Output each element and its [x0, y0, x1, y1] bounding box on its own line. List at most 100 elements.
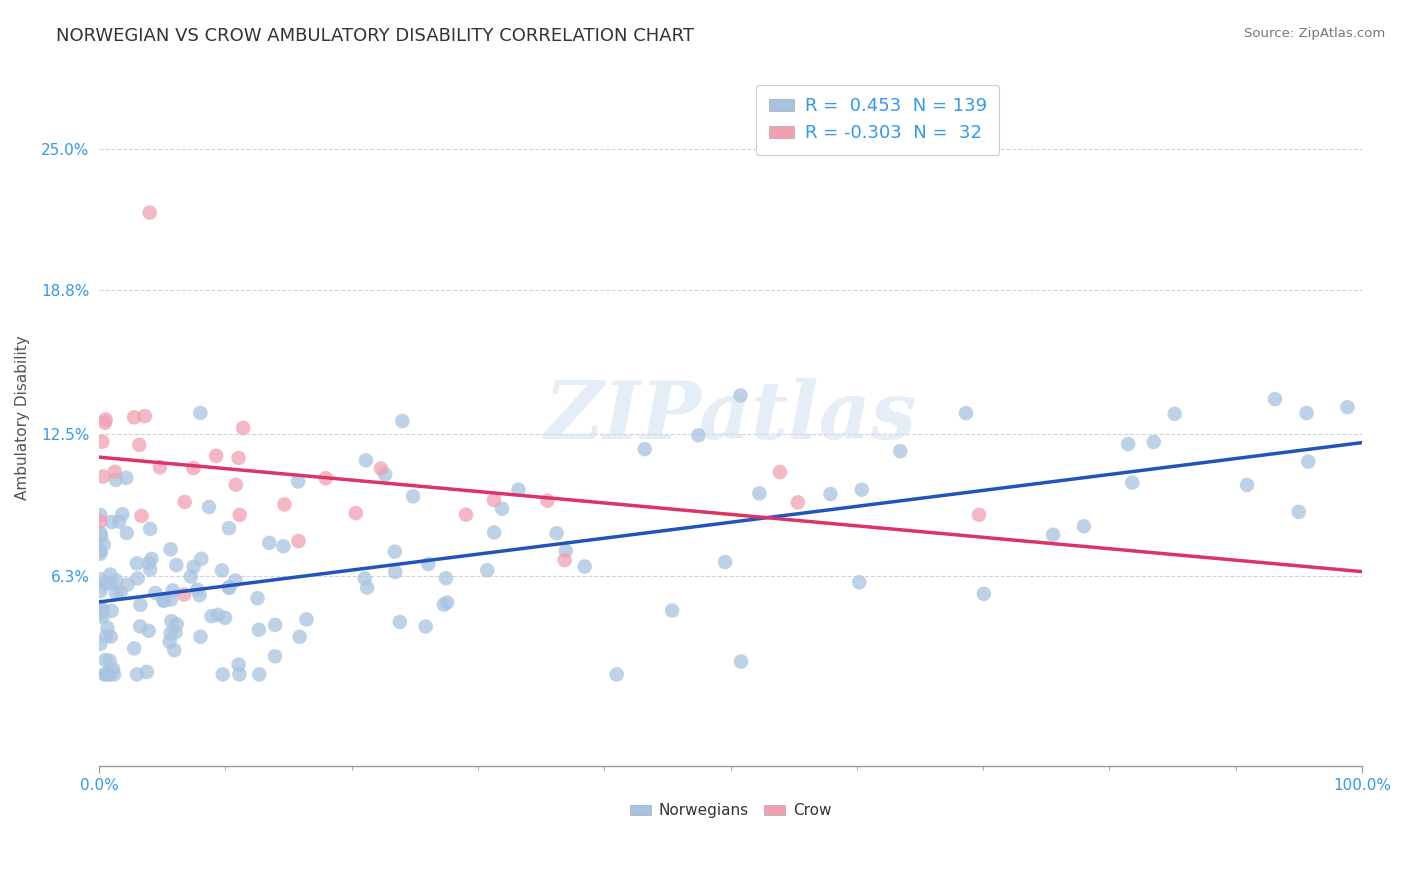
Point — [160, 614, 183, 628]
Point — [125, 556, 148, 570]
Point — [1042, 528, 1064, 542]
Point — [354, 453, 377, 467]
Point — [188, 406, 211, 420]
Point — [90, 544, 112, 558]
Point — [135, 665, 157, 679]
Point — [89, 526, 111, 541]
Point — [91, 603, 114, 617]
Point — [105, 574, 128, 588]
Point — [96, 629, 118, 643]
Point — [224, 574, 246, 588]
Point — [218, 521, 240, 535]
Point — [110, 585, 132, 599]
Y-axis label: Ambulatory Disability: Ambulatory Disability — [15, 334, 30, 500]
Point — [100, 630, 122, 644]
Point — [183, 461, 205, 475]
Point — [134, 409, 156, 423]
Legend: Norwegians, Crow: Norwegians, Crow — [623, 797, 838, 824]
Point — [139, 563, 162, 577]
Point — [388, 615, 411, 629]
Point — [688, 428, 710, 442]
Point — [127, 571, 149, 585]
Point — [117, 577, 139, 591]
Point — [160, 592, 183, 607]
Point — [129, 619, 152, 633]
Text: Source: ZipAtlas.com: Source: ZipAtlas.com — [1244, 27, 1385, 40]
Point — [1163, 407, 1185, 421]
Point — [211, 564, 233, 578]
Point — [190, 552, 212, 566]
Point — [200, 609, 222, 624]
Point — [370, 461, 392, 475]
Point — [163, 643, 186, 657]
Point — [104, 586, 127, 600]
Point — [131, 508, 153, 523]
Point — [94, 667, 117, 681]
Point — [143, 586, 166, 600]
Point — [211, 667, 233, 681]
Point — [166, 617, 188, 632]
Point — [138, 556, 160, 570]
Point — [661, 604, 683, 618]
Point — [162, 583, 184, 598]
Point — [748, 486, 770, 500]
Point — [94, 577, 117, 591]
Point — [634, 442, 657, 456]
Point — [128, 438, 150, 452]
Point — [138, 624, 160, 638]
Point — [273, 539, 295, 553]
Point — [165, 625, 187, 640]
Point — [554, 544, 576, 558]
Point — [246, 591, 269, 606]
Point — [152, 593, 174, 607]
Point — [1073, 519, 1095, 533]
Point — [89, 607, 111, 621]
Point — [264, 649, 287, 664]
Point — [967, 508, 990, 522]
Point — [247, 667, 270, 681]
Point — [108, 515, 131, 529]
Point — [434, 571, 457, 585]
Point — [97, 667, 120, 681]
Point — [288, 630, 311, 644]
Point — [554, 553, 576, 567]
Point — [606, 667, 628, 681]
Point — [1264, 392, 1286, 406]
Point — [188, 588, 211, 602]
Point — [436, 596, 458, 610]
Point — [889, 444, 911, 458]
Point — [122, 410, 145, 425]
Point — [287, 475, 309, 489]
Point — [100, 515, 122, 529]
Point — [820, 487, 842, 501]
Point — [98, 567, 121, 582]
Point — [287, 534, 309, 549]
Point — [1116, 437, 1139, 451]
Point — [769, 465, 792, 479]
Point — [247, 623, 270, 637]
Point — [129, 598, 152, 612]
Point — [93, 537, 115, 551]
Point — [454, 508, 477, 522]
Point — [356, 581, 378, 595]
Point — [415, 619, 437, 633]
Point — [104, 465, 127, 479]
Point — [1121, 475, 1143, 490]
Text: NORWEGIAN VS CROW AMBULATORY DISABILITY CORRELATION CHART: NORWEGIAN VS CROW AMBULATORY DISABILITY … — [56, 27, 695, 45]
Point — [259, 536, 281, 550]
Point — [96, 621, 118, 635]
Point — [384, 544, 406, 558]
Point — [89, 572, 111, 586]
Point — [955, 406, 977, 420]
Point — [384, 565, 406, 579]
Point — [89, 547, 111, 561]
Point — [91, 469, 114, 483]
Point — [89, 515, 111, 529]
Point — [218, 581, 240, 595]
Point — [264, 618, 287, 632]
Point — [730, 388, 752, 402]
Point — [207, 607, 229, 622]
Point — [149, 460, 172, 475]
Point — [183, 559, 205, 574]
Point — [418, 557, 440, 571]
